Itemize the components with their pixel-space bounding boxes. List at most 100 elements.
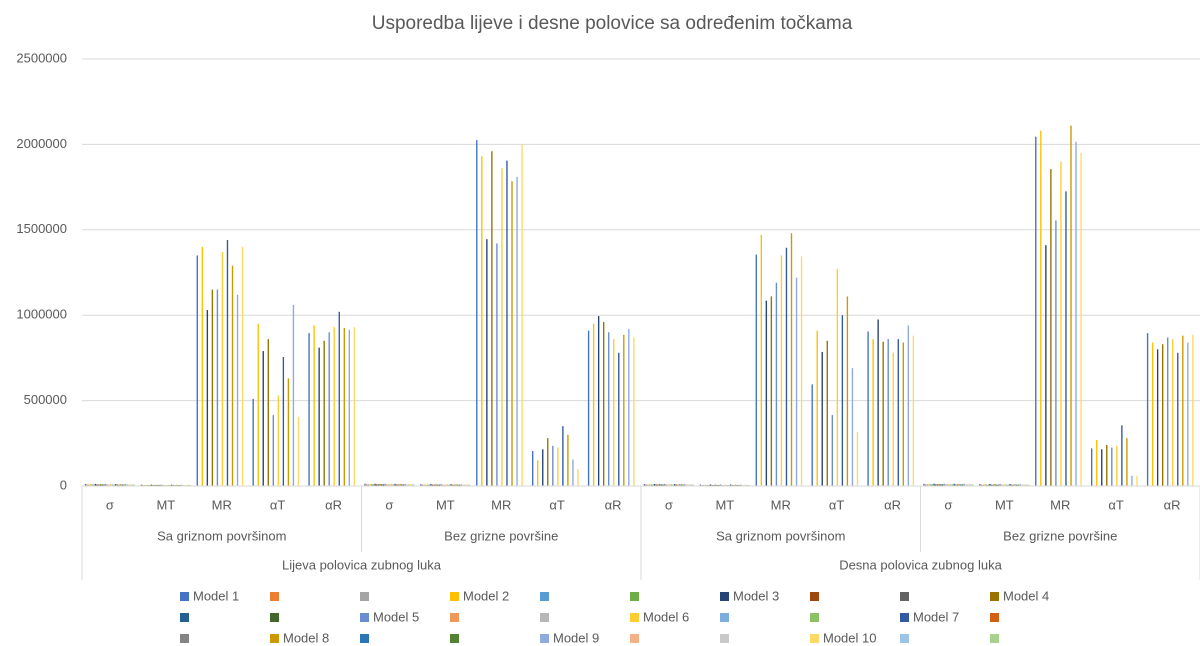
bar xyxy=(252,398,254,486)
legend-label: Model 9 xyxy=(553,630,599,645)
bar xyxy=(1022,484,1025,486)
bar xyxy=(926,484,929,486)
bar xyxy=(391,484,393,486)
bar xyxy=(1017,484,1020,486)
bar xyxy=(562,426,564,486)
bar xyxy=(511,181,513,486)
bar xyxy=(1172,339,1174,486)
bar xyxy=(125,483,127,486)
bar xyxy=(726,484,728,486)
bar xyxy=(673,483,676,486)
bar xyxy=(587,330,590,486)
bar xyxy=(458,484,461,486)
legend-swatch xyxy=(270,613,279,622)
bar xyxy=(831,415,833,486)
bar xyxy=(452,484,454,486)
bar xyxy=(668,484,671,486)
bar xyxy=(445,484,447,486)
bar xyxy=(1024,484,1026,486)
bar xyxy=(547,438,549,486)
bar xyxy=(1019,483,1021,486)
bar xyxy=(741,484,743,486)
bar xyxy=(140,484,143,486)
bar xyxy=(468,484,471,486)
bar xyxy=(277,395,280,486)
bar xyxy=(216,289,219,486)
bar xyxy=(292,304,295,486)
bar xyxy=(851,368,854,486)
bar xyxy=(86,484,88,486)
bar xyxy=(657,484,659,486)
legend-swatch xyxy=(990,592,999,601)
bar xyxy=(557,447,559,486)
bar xyxy=(521,144,523,486)
bar xyxy=(744,484,747,486)
bar xyxy=(308,333,310,486)
bar xyxy=(162,484,164,486)
bar xyxy=(577,468,579,486)
bar xyxy=(397,484,400,486)
bar xyxy=(672,484,674,486)
legend-swatch xyxy=(450,613,459,622)
bar xyxy=(665,484,667,486)
bar xyxy=(995,484,998,486)
bar xyxy=(748,484,750,486)
bar xyxy=(172,484,174,486)
bar xyxy=(147,484,149,486)
bar xyxy=(677,484,679,486)
y-tick-label: 500000 xyxy=(24,392,67,407)
bar xyxy=(196,255,198,486)
bar xyxy=(1116,445,1118,486)
bar xyxy=(800,256,803,486)
bar xyxy=(1027,484,1030,486)
bar xyxy=(733,484,735,486)
bar xyxy=(169,484,171,486)
bar xyxy=(699,484,702,486)
y-tick-label: 1000000 xyxy=(16,307,67,322)
bar xyxy=(441,484,444,486)
bar xyxy=(399,483,401,486)
bar xyxy=(943,483,945,486)
bar xyxy=(647,484,649,486)
legend-swatch xyxy=(630,634,639,643)
bar xyxy=(103,484,105,486)
bar xyxy=(379,483,381,486)
bar xyxy=(448,484,451,486)
bar xyxy=(938,483,940,486)
bar xyxy=(608,332,610,486)
bar xyxy=(384,483,386,486)
bar xyxy=(430,484,432,486)
bar xyxy=(739,484,742,486)
legend-label: Model 8 xyxy=(283,630,329,645)
bar xyxy=(765,300,768,486)
bar xyxy=(728,484,730,486)
bar xyxy=(262,351,264,486)
legend-swatch xyxy=(360,592,369,601)
bar xyxy=(457,484,459,486)
bar xyxy=(128,484,130,486)
bar xyxy=(407,484,410,486)
bar xyxy=(1151,342,1154,486)
legend-swatch xyxy=(270,592,279,601)
bar xyxy=(785,247,788,486)
bar xyxy=(856,432,859,486)
bar xyxy=(450,484,452,486)
bar xyxy=(165,484,168,486)
bar xyxy=(184,484,186,486)
bar xyxy=(701,484,703,486)
bar xyxy=(1156,349,1159,486)
bar xyxy=(201,246,204,486)
bar xyxy=(965,484,967,486)
bar xyxy=(968,483,970,486)
legend-swatch xyxy=(900,634,909,643)
bar xyxy=(633,337,635,486)
group-label: Bez grizne površine xyxy=(1003,528,1117,543)
bar xyxy=(1011,484,1013,486)
legend-label: Model 2 xyxy=(463,588,509,603)
bar xyxy=(680,484,683,486)
bar xyxy=(447,484,449,486)
bar xyxy=(721,484,723,486)
bar xyxy=(89,484,92,486)
bar xyxy=(982,484,984,486)
bar xyxy=(91,484,93,486)
